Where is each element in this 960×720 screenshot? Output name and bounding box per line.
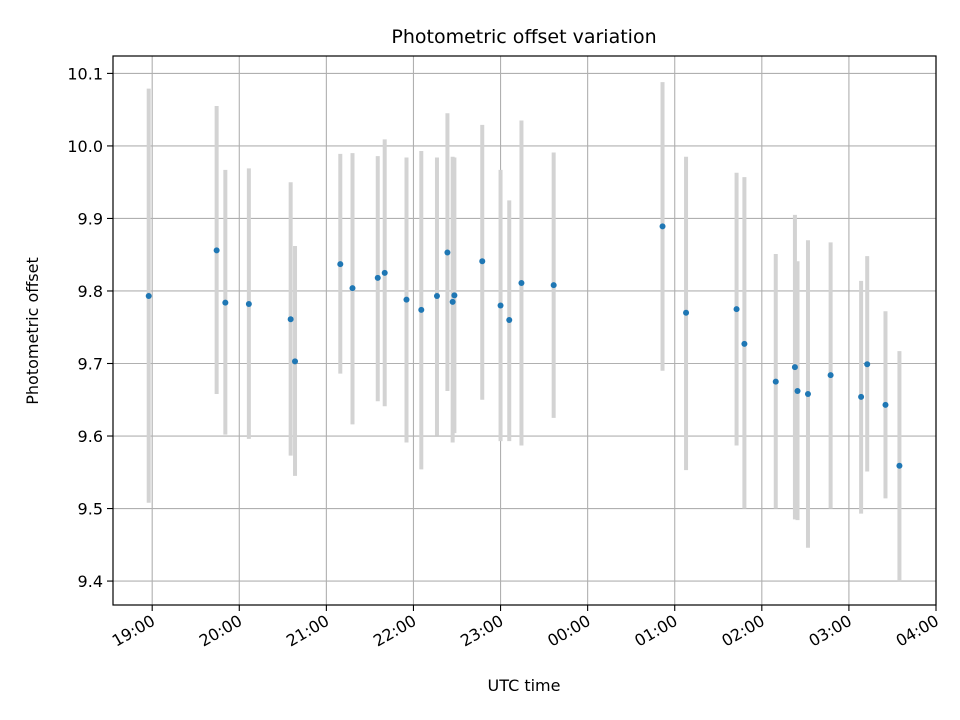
data-point bbox=[349, 285, 356, 292]
y-tick-label: 9.5 bbox=[78, 500, 103, 519]
y-tick-label: 9.9 bbox=[78, 209, 103, 228]
data-point bbox=[222, 299, 229, 306]
data-point bbox=[804, 390, 811, 397]
y-tick-label: 9.4 bbox=[78, 572, 103, 591]
data-point bbox=[858, 393, 865, 400]
y-axis-title: Photometric offset bbox=[23, 257, 42, 405]
data-point bbox=[479, 258, 486, 265]
x-axis-title: UTC time bbox=[488, 676, 561, 695]
data-point bbox=[772, 378, 779, 385]
data-points bbox=[145, 223, 903, 469]
data-point bbox=[882, 401, 889, 408]
data-point bbox=[418, 306, 425, 313]
y-tick-label: 10.1 bbox=[67, 64, 103, 83]
data-point bbox=[550, 282, 557, 289]
data-point bbox=[733, 306, 740, 313]
y-tick-label: 9.7 bbox=[78, 354, 103, 373]
data-point bbox=[245, 301, 252, 308]
data-point bbox=[403, 296, 410, 303]
data-point bbox=[381, 269, 388, 276]
data-point bbox=[791, 364, 798, 371]
data-point bbox=[864, 361, 871, 368]
data-point bbox=[449, 298, 456, 305]
y-tick-label: 9.8 bbox=[78, 282, 103, 301]
data-point bbox=[287, 316, 294, 323]
data-point bbox=[451, 292, 458, 299]
data-point bbox=[741, 340, 748, 347]
data-point bbox=[374, 274, 381, 281]
data-point bbox=[794, 388, 801, 395]
y-tick-label: 9.6 bbox=[78, 427, 103, 446]
data-point bbox=[827, 372, 834, 379]
y-axis: 9.4 9.5 9.6 9.7 9.8 9.9 10.0 10.1 bbox=[67, 64, 113, 591]
data-point bbox=[292, 358, 299, 365]
data-point bbox=[683, 309, 690, 316]
chart-title: Photometric offset variation bbox=[391, 26, 656, 48]
data-point bbox=[444, 249, 451, 256]
data-point bbox=[497, 302, 504, 309]
plot-area-frame bbox=[112, 55, 937, 606]
data-point bbox=[896, 462, 903, 469]
data-point bbox=[518, 279, 525, 286]
y-tick-label: 10.0 bbox=[67, 137, 103, 156]
data-point bbox=[433, 293, 440, 300]
data-point bbox=[213, 247, 220, 254]
data-point bbox=[506, 316, 513, 323]
data-point bbox=[659, 223, 666, 230]
data-point bbox=[337, 261, 344, 268]
data-point bbox=[145, 293, 152, 300]
